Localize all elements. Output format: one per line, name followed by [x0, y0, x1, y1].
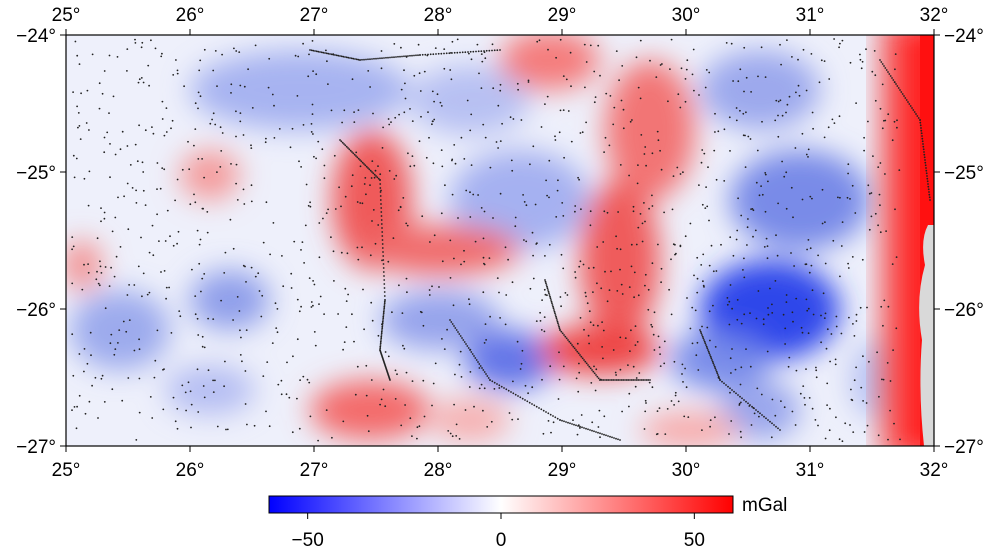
lon-label-top: 26° — [176, 5, 205, 26]
lon-label-bottom: 26° — [176, 460, 205, 481]
lon-label-top: 29° — [548, 5, 577, 26]
map-axes: 25° 25° 26° 26° 27° 27° 28° 28° 29° 29° 30° 30° 31° 3… — [16, 5, 984, 481]
lat-label-left: −25° — [16, 163, 56, 184]
lon-label-top: 32° — [920, 5, 949, 26]
colorbar-tick-label: 0 — [496, 530, 507, 548]
colorbar-unit-label: mGal — [742, 495, 787, 516]
colorbar: −50 0 50 mGal — [268, 495, 787, 548]
lon-label-bottom: 25° — [52, 460, 81, 481]
lon-label-bottom: 30° — [672, 460, 701, 481]
lon-label-top: 27° — [300, 5, 329, 26]
lat-label-right: −26° — [944, 300, 984, 321]
lat-label-left: −24° — [16, 26, 56, 47]
lon-label-top: 30° — [672, 5, 701, 26]
lon-label-top: 25° — [52, 5, 81, 26]
gravity-stations — [71, 38, 931, 443]
colorbar-gradient — [268, 495, 734, 514]
lon-label-top: 28° — [424, 5, 453, 26]
lon-label-top: 31° — [796, 5, 825, 26]
lon-label-bottom: 32° — [920, 460, 949, 481]
lat-label-right: −24° — [944, 26, 984, 47]
anomaly-field — [66, 35, 934, 446]
lon-label-bottom: 27° — [300, 460, 329, 481]
colorbar-tick-label: 50 — [684, 530, 705, 548]
lat-label-right: −27° — [944, 437, 984, 458]
lat-label-right: −25° — [944, 163, 984, 184]
lat-label-left: −26° — [16, 300, 56, 321]
lat-label-left: −27° — [16, 437, 56, 458]
lon-label-bottom: 31° — [796, 460, 825, 481]
map-frame — [65, 34, 935, 447]
lon-label-bottom: 28° — [424, 460, 453, 481]
colorbar-tick-label: −50 — [292, 530, 324, 548]
lon-label-bottom: 29° — [548, 460, 577, 481]
